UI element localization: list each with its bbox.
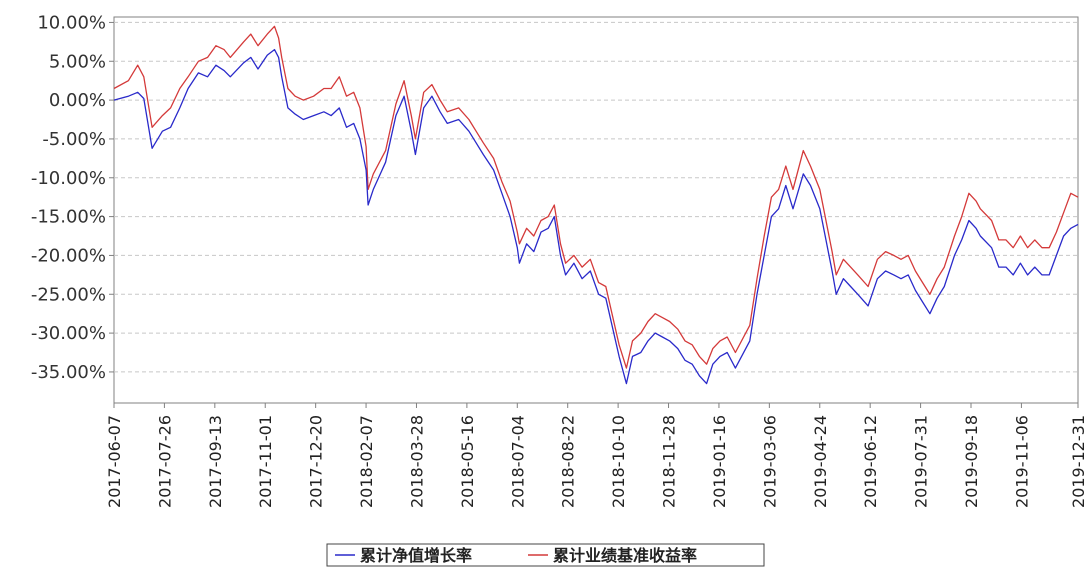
- series-line-1: [113, 25, 1079, 369]
- y-tick-label: 10.00%: [37, 12, 106, 33]
- series-layer: [113, 25, 1079, 385]
- x-axis: 2017-06-07 2017-07-26 2017-09-13 2017-11-01…: [105, 403, 1088, 508]
- x-tick-label: 2017-11-01: [256, 415, 275, 508]
- x-tick-label: 2019-04-24: [811, 415, 830, 508]
- y-tick-label: 5.00%: [49, 51, 106, 72]
- y-tick-label: -35.00%: [31, 362, 106, 383]
- x-tick-label: 2019-07-31: [912, 415, 931, 508]
- y-tick-label: -20.00%: [31, 245, 106, 266]
- x-tick-label: 2018-10-10: [609, 415, 628, 508]
- x-tick-label: 2017-07-26: [155, 415, 174, 508]
- x-tick-label: 2019-06-12: [861, 415, 880, 508]
- legend-label: 累计业绩基准收益率: [553, 546, 697, 565]
- x-tick-label: 2018-07-04: [508, 415, 527, 508]
- x-tick-label: 2019-11-06: [1012, 415, 1031, 508]
- plot-area: [113, 16, 1079, 404]
- x-tick-label: 2018-11-28: [660, 415, 679, 508]
- y-tick-label: -30.00%: [31, 323, 106, 344]
- x-tick-label: 2018-02-07: [357, 415, 376, 508]
- legend-label: 累计净值增长率: [360, 546, 472, 565]
- y-tick-label: -10.00%: [31, 168, 106, 189]
- x-tick-label: 2019-09-18: [962, 415, 981, 508]
- y-tick-label: -5.00%: [42, 129, 106, 150]
- x-tick-label: 2017-06-07: [105, 415, 124, 508]
- x-tick-label: 2019-12-31: [1069, 415, 1088, 508]
- legend: 累计净值增长率 累计业绩基准收益率: [326, 543, 765, 567]
- y-tick-label: -25.00%: [31, 284, 106, 305]
- y-tick-label: -15.00%: [31, 207, 106, 228]
- x-tick-label: 2019-01-16: [710, 415, 729, 508]
- y-axis: 10.00% 5.00% 0.00% -5.00% -10.00% -15.00% -20.…: [31, 12, 114, 383]
- x-tick-label: 2017-12-20: [307, 415, 326, 508]
- x-tick-label: 2018-08-22: [559, 415, 578, 508]
- x-tick-label: 2018-03-28: [407, 415, 426, 508]
- y-tick-label: 0.00%: [49, 90, 106, 111]
- x-tick-label: 2019-03-06: [760, 415, 779, 508]
- series-line-0: [113, 48, 1079, 385]
- x-tick-label: 2018-05-16: [458, 415, 477, 508]
- x-tick-label: 2017-09-13: [206, 415, 225, 508]
